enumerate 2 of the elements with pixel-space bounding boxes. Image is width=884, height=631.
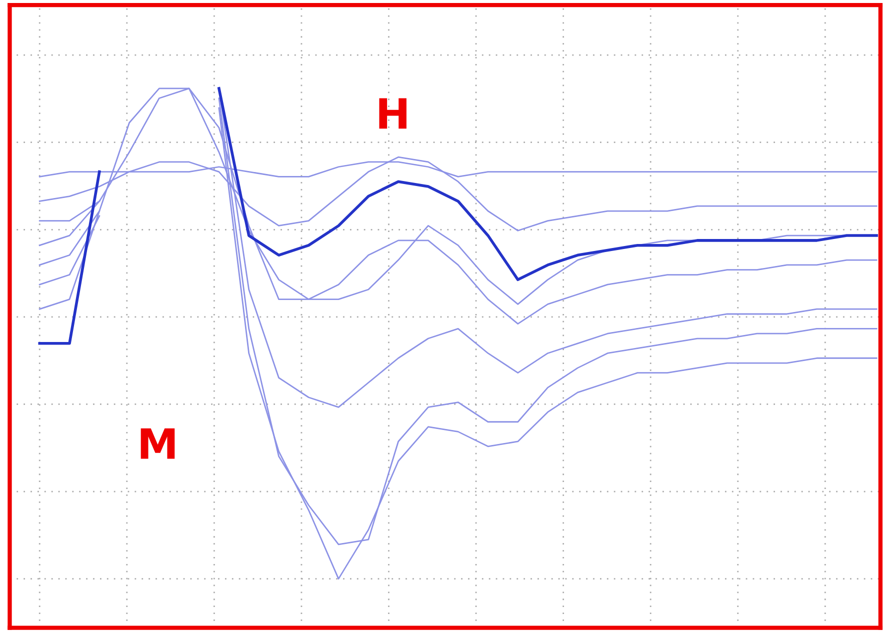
- annotation: M: [140, 428, 175, 459]
- annotation: H: [379, 98, 406, 129]
